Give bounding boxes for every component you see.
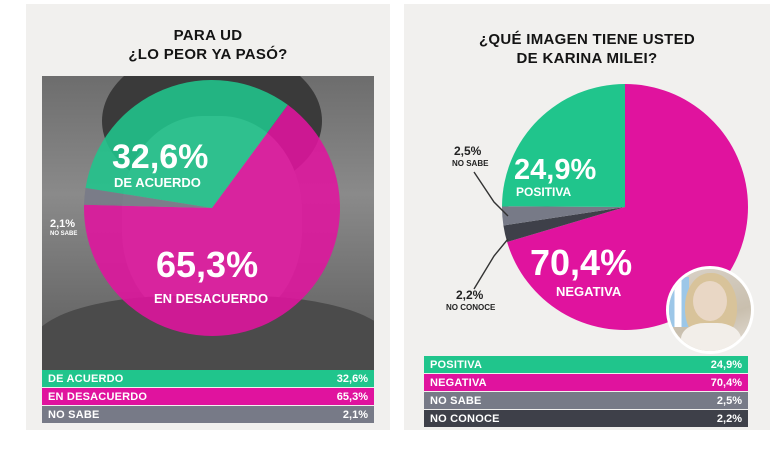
legend-label: DE ACUERDO — [48, 372, 124, 385]
legend-table-right: POSITIVA 24,9% NEGATIVA 70,4% NO SABE 2,… — [424, 356, 748, 428]
right-panel-title: ¿QUÉ IMAGEN TIENE USTED DE KARINA MILEI? — [404, 30, 770, 68]
legend-value: 65,3% — [336, 390, 368, 403]
legend-row-positiva: POSITIVA 24,9% — [424, 356, 748, 373]
legend-value: 24,9% — [710, 358, 742, 371]
legend-row-acuerdo: DE ACUERDO 32,6% — [42, 370, 374, 387]
legend-label: NEGATIVA — [430, 376, 487, 389]
leader-line-nosabe — [473, 171, 509, 217]
pie-label-negativa-pct: 70,4% — [530, 242, 633, 283]
left-pie-slice-no-sabe — [84, 187, 212, 208]
pie-label-acuerdo-pct: 32,6% — [112, 138, 209, 176]
pie-label-nosabe-pct: 2,5% — [454, 144, 482, 158]
legend-label: POSITIVA — [430, 358, 483, 371]
legend-value: 2,1% — [342, 408, 368, 421]
right-title-line1: ¿QUÉ IMAGEN TIENE USTED — [478, 31, 696, 48]
legend-row-nosabe: NO SABE 2,5% — [424, 392, 748, 409]
pie-label-acuerdo-name: DE ACUERDO — [114, 175, 201, 190]
leader-lines — [473, 171, 509, 290]
legend-row-negativa: NEGATIVA 70,4% — [424, 374, 748, 391]
right-pie-slice-negativa — [507, 84, 748, 330]
legend-value: 32,6% — [336, 372, 368, 385]
legend-label: EN DESACUERDO — [48, 390, 148, 403]
right-pie-slice-positiva — [502, 84, 625, 207]
left-pie-slice-en-desacuerdo — [84, 104, 340, 336]
right-panel: ¿QUÉ IMAGEN TIENE USTED DE KARINA MILEI?… — [404, 4, 770, 430]
leader-line-noconoce — [473, 238, 509, 290]
pie-label-noconoce-name: NO CONOCE — [446, 303, 496, 312]
pie-chart-lo-peor — [84, 80, 340, 336]
right-title-line2: DE KARINA MILEI? — [516, 50, 658, 67]
right-pie-slice-no-conoce — [503, 207, 625, 243]
pie-label-nosabe-name: NO SABE — [50, 231, 78, 237]
pie-chart-karina-milei — [502, 84, 748, 330]
pie-label-negativa-name: NEGATIVA — [556, 284, 622, 299]
legend-value: 2,5% — [716, 394, 742, 407]
left-panel: PARA UD ¿LO PEOR YA PASÓ? 32,6% DE ACUER… — [26, 4, 390, 430]
legend-value: 70,4% — [710, 376, 742, 389]
legend-row-noconoce: NO CONOCE 2,2% — [424, 410, 748, 427]
pie-label-desacuerdo-name: EN DESACUERDO — [154, 291, 269, 306]
legend-label: NO CONOCE — [430, 412, 500, 425]
legend-value: 2,2% — [716, 412, 742, 425]
karina-milei-photo-avatar — [666, 266, 754, 354]
pie-label-desacuerdo-pct: 65,3% — [156, 244, 259, 285]
pie-label-nosabe-pct: 2,1% — [50, 218, 76, 230]
pie-label-positiva-pct: 24,9% — [514, 154, 597, 186]
legend-table-left: DE ACUERDO 32,6% EN DESACUERDO 65,3% NO … — [42, 370, 374, 424]
pie-label-positiva-name: POSITIVA — [516, 185, 572, 199]
argentina-flag-icon — [669, 277, 689, 327]
legend-row-desacuerdo: EN DESACUERDO 65,3% — [42, 388, 374, 405]
legend-label: NO SABE — [48, 408, 100, 421]
left-title-line1: PARA UD — [173, 27, 243, 44]
legend-label: NO SABE — [430, 394, 482, 407]
avatar-face-shape — [693, 281, 727, 321]
pie-label-nosabe-name: NO SABE — [452, 159, 489, 168]
avatar-body-shape — [681, 323, 741, 351]
left-pie-slice-de-acuerdo — [85, 80, 288, 208]
right-pie-slice-no-sabe — [502, 206, 625, 226]
legend-row-nosabe: NO SABE 2,1% — [42, 406, 374, 423]
pie-label-noconoce-pct: 2,2% — [456, 288, 484, 302]
left-panel-title: PARA UD ¿LO PEOR YA PASÓ? — [26, 26, 390, 64]
left-title-line2: ¿LO PEOR YA PASÓ? — [128, 46, 288, 63]
